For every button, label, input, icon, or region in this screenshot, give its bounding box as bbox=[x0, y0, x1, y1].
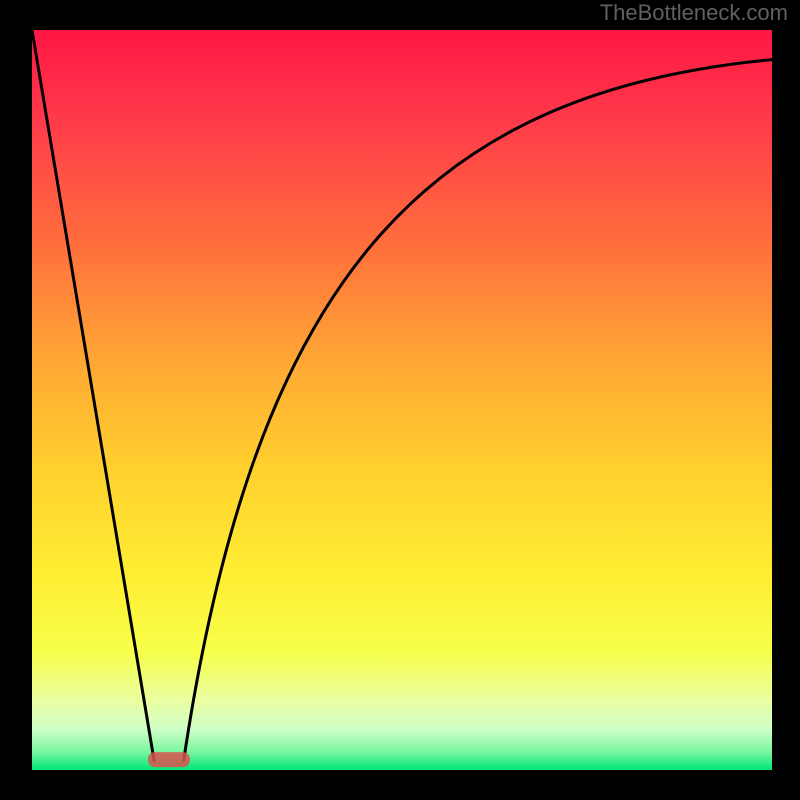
chart-root: TheBottleneck.com bbox=[0, 0, 800, 800]
chart-background bbox=[32, 30, 772, 770]
bottleneck-chart bbox=[0, 0, 800, 800]
optimal-marker bbox=[148, 752, 190, 767]
attribution-text: TheBottleneck.com bbox=[600, 0, 788, 26]
